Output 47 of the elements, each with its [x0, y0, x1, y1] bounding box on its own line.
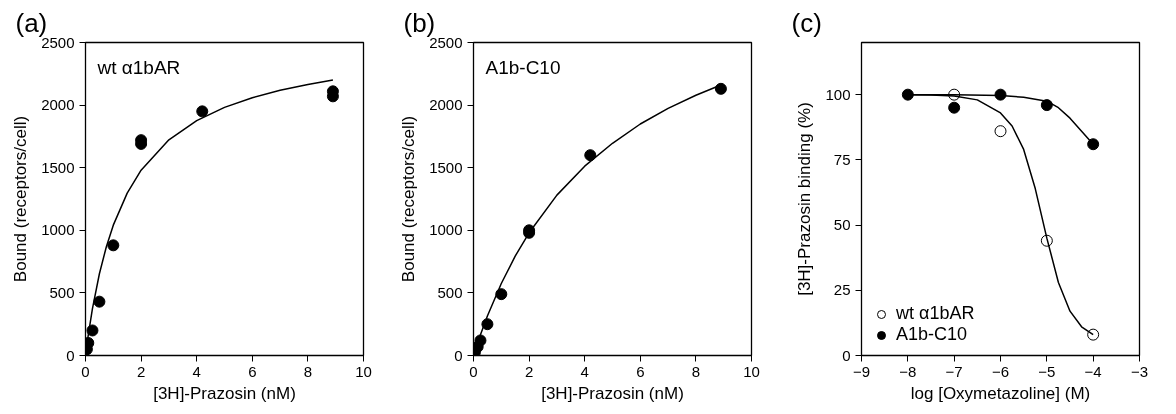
x-tick-label: 6	[248, 362, 257, 380]
x-axis-title: [3H]-Prazosin (nM)	[541, 383, 684, 403]
x-tick-label: 10	[743, 362, 760, 380]
y-axis-title: Bound (receptors/cell)	[11, 115, 31, 283]
x-tick-label: −9	[852, 362, 871, 380]
y-tick-label: 1500	[429, 158, 463, 176]
x-tick-label: −3	[1130, 362, 1149, 380]
x-tick-label: 2	[136, 362, 146, 380]
x-tick-label: 0	[469, 362, 478, 380]
y-tick-label: 25	[833, 281, 851, 299]
x-tick-label: 0	[81, 362, 90, 380]
x-tick-label: 8	[691, 362, 701, 380]
y-axis-title: Bound (receptors/cell)	[399, 115, 419, 283]
y-tick-label: 2000	[429, 96, 463, 114]
y-tick-label: 1000	[429, 221, 463, 239]
x-tick-label: −5	[1038, 362, 1056, 380]
chart-title: (b)	[403, 7, 436, 38]
chart-title: (a)	[15, 7, 48, 38]
x-tick-label: −6	[991, 362, 1010, 380]
x-tick-label: −7	[945, 362, 963, 380]
y-tick-label: 1500	[41, 158, 75, 176]
y-tick-label: 500	[437, 283, 463, 301]
y-tick-label: 1000	[41, 221, 75, 239]
y-tick-label: 500	[49, 283, 75, 301]
x-axis-title: log [Oxymetazoline] (M)	[910, 383, 1091, 403]
x-tick-label: 10	[355, 362, 372, 380]
x-tick-label: 6	[636, 362, 645, 380]
y-axis-title: [3H]-Prazosin binding (%)	[795, 102, 815, 296]
y-tick-label: 0	[66, 346, 75, 364]
x-tick-label: 2	[524, 362, 534, 380]
x-tick-label: 8	[303, 362, 313, 380]
x-tick-label: −4	[1084, 362, 1102, 380]
y-tick-label: 0	[842, 346, 851, 364]
x-tick-label: −8	[899, 362, 917, 380]
legend-label: A1b-C10	[896, 324, 968, 345]
x-tick-label: 4	[580, 362, 589, 380]
y-tick-label: 0	[454, 346, 463, 364]
chart-title: (c)	[791, 7, 822, 38]
y-tick-label: 100	[825, 85, 851, 103]
x-axis-title: [3H]-Prazosin (nM)	[153, 383, 296, 403]
annotation: A1b-C10	[485, 56, 561, 78]
legend-label: wt α1bAR	[896, 303, 975, 324]
x-tick-label: 4	[192, 362, 201, 380]
y-tick-label: 2000	[41, 96, 75, 114]
y-tick-label: 75	[833, 150, 851, 168]
y-tick-label: 50	[833, 216, 851, 234]
annotation: wt α1bAR	[96, 56, 181, 78]
